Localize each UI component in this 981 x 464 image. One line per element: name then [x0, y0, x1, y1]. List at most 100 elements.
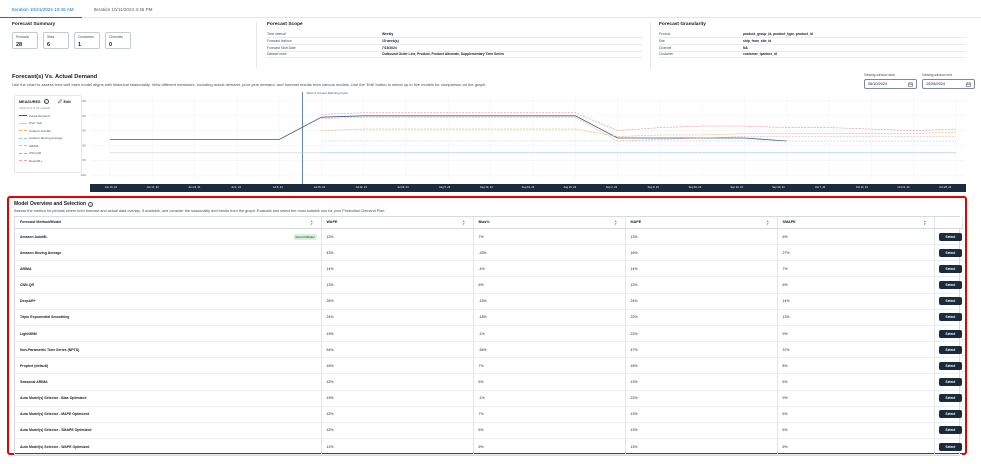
series-line-deepar-	[321, 116, 956, 142]
column-header[interactable]: MAPE ▴ ▾	[625, 216, 778, 229]
granularity-value: NA	[743, 44, 966, 52]
bias-cell: 7%	[473, 357, 626, 375]
action-cell: Select	[934, 357, 963, 375]
summary-card-label: Products	[16, 35, 30, 39]
model-name: Auto Model(s) Selector - MAPE Optimized	[20, 412, 90, 417]
forecast-chart: 10K 15K 20K 25K 30K 35K Start of Current Plann…	[12, 91, 966, 192]
smape-cell: 6%	[777, 373, 935, 391]
smape-cell: 27%	[777, 244, 935, 262]
bias-cell: -18%	[473, 309, 626, 326]
wape-cell: 13%	[321, 276, 474, 294]
x-tick-label: Sep 30, 24	[772, 186, 785, 189]
table-row: Triple Exponential Smoothing 24% -18% 22% 13…	[15, 309, 963, 326]
x-tick-label: Oct 7, 24	[814, 186, 826, 189]
series-line-actual-demand	[110, 115, 787, 142]
model-name-cell: CNN-QR	[15, 276, 322, 294]
measures-subtitle: Viewing 5 of 14 models	[19, 106, 50, 110]
model-overview-description: Assess the metrics for periods where bot…	[14, 208, 386, 213]
select-button[interactable]: Select	[938, 281, 963, 290]
action-cell: Select	[934, 293, 963, 310]
wape-cell: 12%	[321, 373, 474, 391]
viewing-window-start-value: 06/10/2024	[868, 82, 888, 86]
sort-icon[interactable]: ▴ ▾	[614, 219, 617, 226]
measure-item[interactable]: Amazon AutoML	[19, 129, 77, 133]
sort-icon[interactable]: ▴ ▾	[462, 219, 465, 226]
series-line-amazon-automl	[321, 128, 957, 137]
scope-value: 7/15/2024	[382, 44, 643, 52]
bias-cell: -16%	[473, 293, 626, 310]
viewing-window-end-input[interactable]: 10/28/2024	[922, 79, 975, 89]
forecast-summary-title: Forecast Summary	[12, 22, 56, 27]
column-header[interactable]: SMAPE ▴ ▾	[777, 216, 935, 229]
select-button[interactable]: Select	[938, 361, 963, 370]
wape-cell: 26%	[321, 293, 474, 310]
select-button[interactable]: Select	[938, 394, 963, 403]
model-name: Prophet (default)	[20, 363, 48, 368]
select-button[interactable]: Select	[938, 264, 963, 273]
select-button[interactable]: Select	[938, 426, 963, 435]
calendar-icon[interactable]	[966, 81, 971, 87]
measure-item[interactable]: DeepAR+	[19, 159, 77, 163]
action-cell: Select	[934, 260, 963, 278]
measure-item[interactable]: Actual Demand	[19, 114, 77, 118]
select-button[interactable]: Select	[938, 297, 963, 306]
column-header[interactable]: WAPE ▴ ▾	[321, 216, 474, 229]
sort-icon[interactable]: ▴ ▾	[766, 219, 769, 226]
select-button[interactable]: Select	[938, 410, 963, 419]
sort-icon[interactable]: ▴ ▾	[923, 219, 926, 226]
granularity-value: customer_tpartner_id	[743, 51, 966, 59]
viewing-window-end: Viewing window end 10/28/2024	[922, 73, 975, 89]
bias-cell: -54%	[473, 341, 626, 359]
wape-cell: 12%	[321, 228, 474, 246]
measure-item[interactable]: ARIMA	[19, 144, 77, 148]
measure-item[interactable]: Prior Year	[19, 121, 77, 125]
model-name: Auto Model(s) Selector - Bias Optimized	[20, 396, 87, 401]
select-button[interactable]: Select	[938, 232, 963, 241]
column-header-label: WAPE	[326, 220, 338, 225]
select-button[interactable]: Select	[938, 329, 963, 338]
wape-cell: 19%	[321, 325, 474, 343]
model-name: Amazon Moving Average	[20, 250, 62, 255]
measure-item[interactable]: Amazon Moving Average	[19, 136, 77, 140]
viewing-window-end-label: Viewing window end	[922, 73, 952, 77]
current-model-badge: Current Model	[293, 234, 317, 240]
column-header[interactable]: Bias% ▴ ▾	[473, 216, 626, 229]
viewing-window-start-input[interactable]: 06/10/2024	[864, 79, 917, 89]
iteration-tabs: Iteration 10/21/2024 10:46 AM Iteration …	[0, 0, 981, 18]
mape-cell: 13%	[625, 406, 778, 423]
column-header[interactable]: Forecast Method/Model ▴ ▾	[15, 216, 322, 229]
x-tick-label: Sep 9, 24	[647, 186, 659, 189]
measure-item[interactable]: CNN-QR	[19, 151, 77, 155]
smape-cell: 6%	[777, 276, 935, 294]
action-cell: Select	[934, 228, 963, 246]
summary-card-value: 6	[47, 42, 51, 48]
x-tick-label: Aug 12, 24	[480, 186, 493, 189]
select-button[interactable]: Select	[938, 345, 963, 354]
y-tick-label: 30K	[81, 114, 86, 118]
select-button[interactable]: Select	[938, 377, 963, 386]
action-cell: Select	[934, 422, 963, 440]
edit-measures-button[interactable]: Edit	[57, 99, 71, 104]
select-button[interactable]: Select	[938, 313, 963, 322]
scope-row: Time interval Weekly	[267, 31, 643, 39]
measure-swatch	[19, 145, 27, 146]
forecast-summary: Forecast Summary Products 28 Sites 6 Custome…	[12, 22, 131, 49]
action-cell: Select	[934, 406, 963, 423]
select-button[interactable]: Select	[938, 442, 963, 451]
x-tick-label: Aug 5, 24	[439, 186, 451, 189]
table-row: Amazon AutoML Current Model 12% 7% 13% 6% Sele…	[15, 228, 963, 246]
calendar-icon[interactable]	[908, 81, 913, 87]
model-name: CNN-QR	[20, 283, 34, 288]
mape-cell: 47%	[625, 341, 778, 359]
tab-iteration-previous[interactable]: Iteration 10/11/2024 3:45 PM	[93, 7, 153, 12]
sort-icon[interactable]: ▴ ▾	[310, 219, 313, 226]
measure-swatch	[19, 130, 27, 131]
model-name-cell: Non-Parametric Time Series (NPTS)	[15, 341, 322, 359]
scope-row: Forecast horizon 15 week(s)	[267, 37, 643, 45]
x-tick-label: Jun 17, 24	[146, 186, 159, 189]
series-line-cnn-qr	[321, 112, 957, 131]
info-icon[interactable]: i	[43, 99, 49, 104]
select-button[interactable]: Select	[938, 248, 963, 257]
info-icon[interactable]: i	[87, 201, 93, 207]
tab-iteration-current[interactable]: Iteration 10/21/2024 10:46 AM	[0, 0, 82, 18]
